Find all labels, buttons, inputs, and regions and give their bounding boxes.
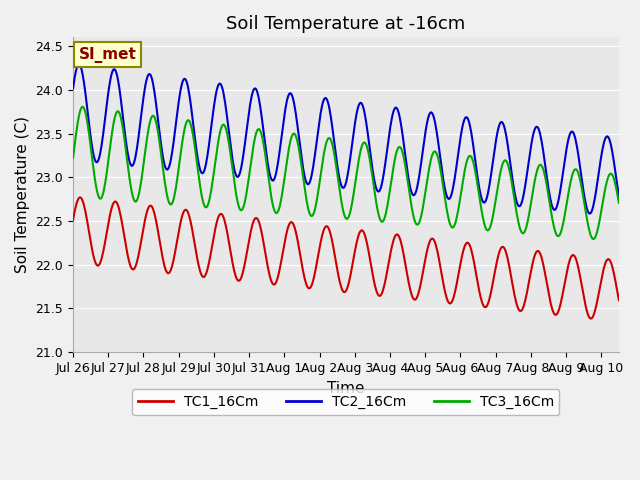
Text: SI_met: SI_met [79,47,136,63]
Y-axis label: Soil Temperature (C): Soil Temperature (C) [15,116,30,273]
X-axis label: Time: Time [327,381,365,396]
Legend: TC1_16Cm, TC2_16Cm, TC3_16Cm: TC1_16Cm, TC2_16Cm, TC3_16Cm [132,389,559,415]
Title: Soil Temperature at -16cm: Soil Temperature at -16cm [227,15,465,33]
